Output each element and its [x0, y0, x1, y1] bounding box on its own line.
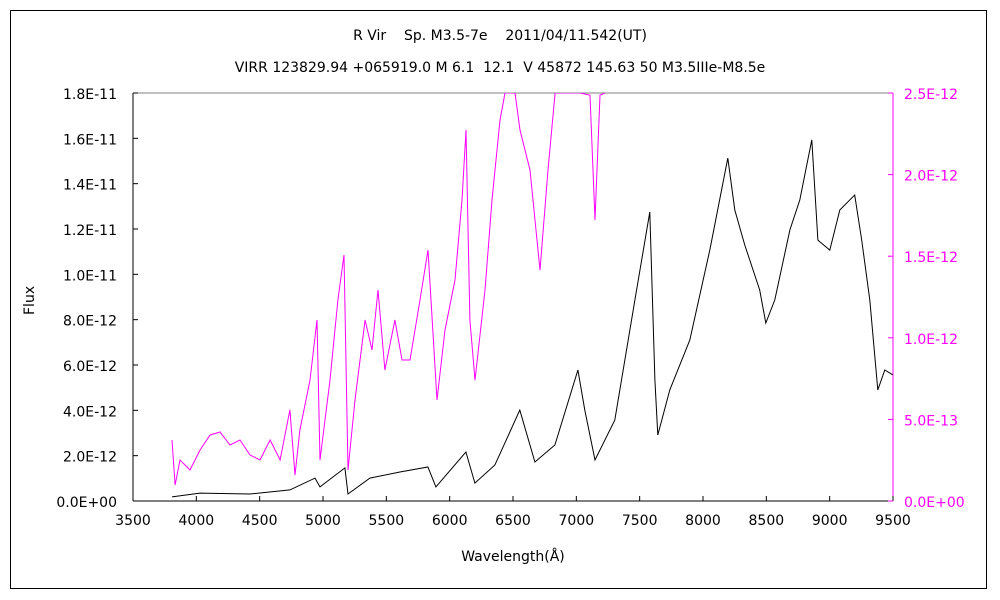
- x-tick-label: 7000: [559, 513, 595, 529]
- y2-tick-label: 5.0E-13: [904, 413, 958, 429]
- chart-subtitle: VIRR 123829.94 +065919.0 M 6.1 12.1 V 45…: [234, 60, 766, 76]
- y2-tick-label: 1.5E-12: [904, 250, 958, 266]
- x-tick-label: 8500: [749, 513, 785, 529]
- x-tick-label: 6000: [432, 513, 468, 529]
- y-tick-label: 2.0E-12: [63, 450, 117, 466]
- x-tick-label: 8000: [685, 513, 721, 529]
- y-tick-label: 1.4E-11: [63, 178, 117, 194]
- x-axis-label: Wavelength(Å): [461, 549, 565, 565]
- x-tick-label: 7500: [622, 513, 658, 529]
- chart-title: R Vir Sp. M3.5-7e 2011/04/11.542(UT): [353, 28, 647, 44]
- x-tick-label: 4500: [242, 513, 278, 529]
- y-tick-label: 1.6E-11: [63, 132, 117, 148]
- y-tick-label: 6.0E-12: [63, 359, 117, 375]
- y-tick-label: 8.0E-12: [63, 314, 117, 330]
- x-tick-label: 4000: [179, 513, 215, 529]
- y-tick-label: 4.0E-12: [63, 404, 117, 420]
- y-tick-label: 1.2E-11: [63, 223, 117, 239]
- y2-tick-label: 1.0E-12: [904, 332, 958, 348]
- y-tick-label: 1.0E-11: [63, 268, 117, 284]
- y2-tick-label: 2.5E-12: [904, 87, 958, 103]
- y2-tick-label: 2.0E-12: [904, 169, 958, 185]
- y2-tick-label: 0.0E+00: [904, 495, 965, 511]
- x-tick-label: 9500: [875, 513, 911, 529]
- y-tick-label: 0.0E+00: [56, 495, 117, 511]
- y-tick-label: 1.8E-11: [63, 87, 117, 103]
- x-tick-label: 5500: [369, 513, 405, 529]
- x-tick-label: 3500: [115, 513, 151, 529]
- x-tick-label: 5000: [305, 513, 341, 529]
- x-tick-label: 9000: [812, 513, 848, 529]
- series-line-right: [171, 93, 606, 486]
- x-tick-label: 6500: [495, 513, 531, 529]
- series-line-left: [171, 139, 893, 498]
- chart-frame: [10, 10, 987, 589]
